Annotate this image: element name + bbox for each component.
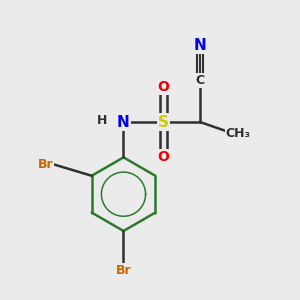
Text: N: N [117,115,130,130]
Text: H: H [97,114,107,127]
Text: N: N [194,38,206,53]
Text: Br: Br [38,158,53,171]
Text: S: S [158,115,169,130]
Text: O: O [157,80,169,94]
Text: CH₃: CH₃ [226,127,251,140]
Text: C: C [196,74,205,87]
Text: Br: Br [116,264,131,277]
Text: O: O [157,150,169,164]
